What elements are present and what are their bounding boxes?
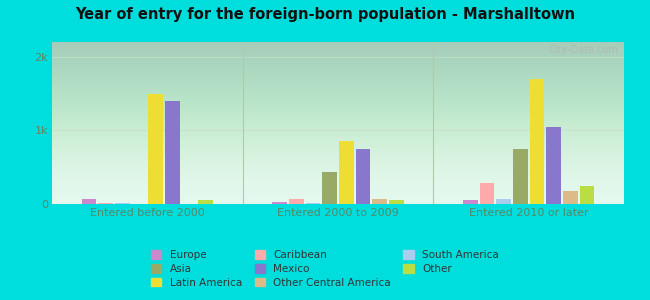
Bar xyxy=(547,127,561,204)
Bar xyxy=(148,94,163,204)
Bar xyxy=(356,149,370,204)
Bar xyxy=(389,200,404,204)
Bar xyxy=(463,200,478,204)
Bar xyxy=(480,183,494,204)
Text: Year of entry for the foreign-born population - Marshalltown: Year of entry for the foreign-born popul… xyxy=(75,8,575,22)
Text: City-Data.com: City-Data.com xyxy=(549,45,618,55)
Bar xyxy=(530,79,544,204)
Bar xyxy=(98,203,113,204)
Bar xyxy=(82,199,96,204)
Bar xyxy=(198,200,213,204)
Bar xyxy=(289,199,304,204)
Bar xyxy=(372,199,387,204)
Bar xyxy=(165,101,179,204)
Bar xyxy=(322,172,337,204)
Bar xyxy=(339,141,354,204)
Bar xyxy=(513,149,528,204)
Bar xyxy=(306,203,320,204)
Bar xyxy=(563,191,578,204)
Bar xyxy=(497,199,511,204)
Bar xyxy=(580,186,594,204)
Bar xyxy=(272,202,287,204)
Bar xyxy=(115,203,129,204)
Legend: Europe, Asia, Latin America, Caribbean, Mexico, Other Central America, South Ame: Europe, Asia, Latin America, Caribbean, … xyxy=(147,246,503,292)
